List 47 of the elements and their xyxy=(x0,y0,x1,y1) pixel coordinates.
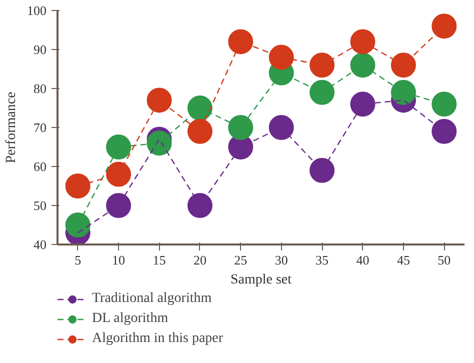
x-tick-label: 20 xyxy=(193,252,206,268)
point xyxy=(146,88,172,113)
y-axis-title: Performance xyxy=(4,92,19,164)
point xyxy=(310,158,335,183)
point xyxy=(432,92,457,117)
point xyxy=(350,29,376,54)
y-tick-label: 60 xyxy=(34,159,46,174)
point xyxy=(106,134,132,160)
y-tick-label: 50 xyxy=(34,198,46,213)
point xyxy=(390,52,416,78)
point xyxy=(350,52,376,78)
x-tick-label: 15 xyxy=(152,252,166,268)
legend-label: DL algorithm xyxy=(92,310,168,328)
y-tick-label: 100 xyxy=(27,3,46,18)
x-tick-label: 25 xyxy=(234,252,248,268)
point xyxy=(228,115,254,140)
legend-label: Algorithm in this paper xyxy=(92,330,224,348)
point xyxy=(187,96,212,120)
x-tick-label: 10 xyxy=(112,252,126,268)
point xyxy=(146,130,172,156)
x-tick-label: 35 xyxy=(316,252,329,268)
y-tick-label: 80 xyxy=(34,81,46,96)
point xyxy=(187,118,212,144)
point xyxy=(310,52,335,78)
x-tick-label: 45 xyxy=(396,252,410,268)
x-tick-label: 50 xyxy=(438,252,451,268)
point xyxy=(187,193,212,218)
point xyxy=(106,193,132,218)
point xyxy=(268,44,294,70)
y-tick-label: 40 xyxy=(34,237,46,252)
point xyxy=(268,115,294,140)
point xyxy=(65,212,90,238)
x-tick-label: 30 xyxy=(274,252,288,268)
point xyxy=(228,29,254,54)
point xyxy=(432,14,457,39)
point xyxy=(390,80,416,105)
point xyxy=(310,80,335,105)
point xyxy=(350,92,376,117)
point xyxy=(65,174,90,198)
x-tick-label: 40 xyxy=(356,252,370,268)
y-tick-label: 90 xyxy=(34,42,46,57)
x-axis-title: Sample set xyxy=(230,272,292,288)
point xyxy=(106,162,132,187)
y-tick-label: 70 xyxy=(34,120,46,135)
legend-label: Traditional algorithm xyxy=(92,290,212,308)
point xyxy=(432,118,457,144)
x-tick-label: 5 xyxy=(74,252,82,268)
